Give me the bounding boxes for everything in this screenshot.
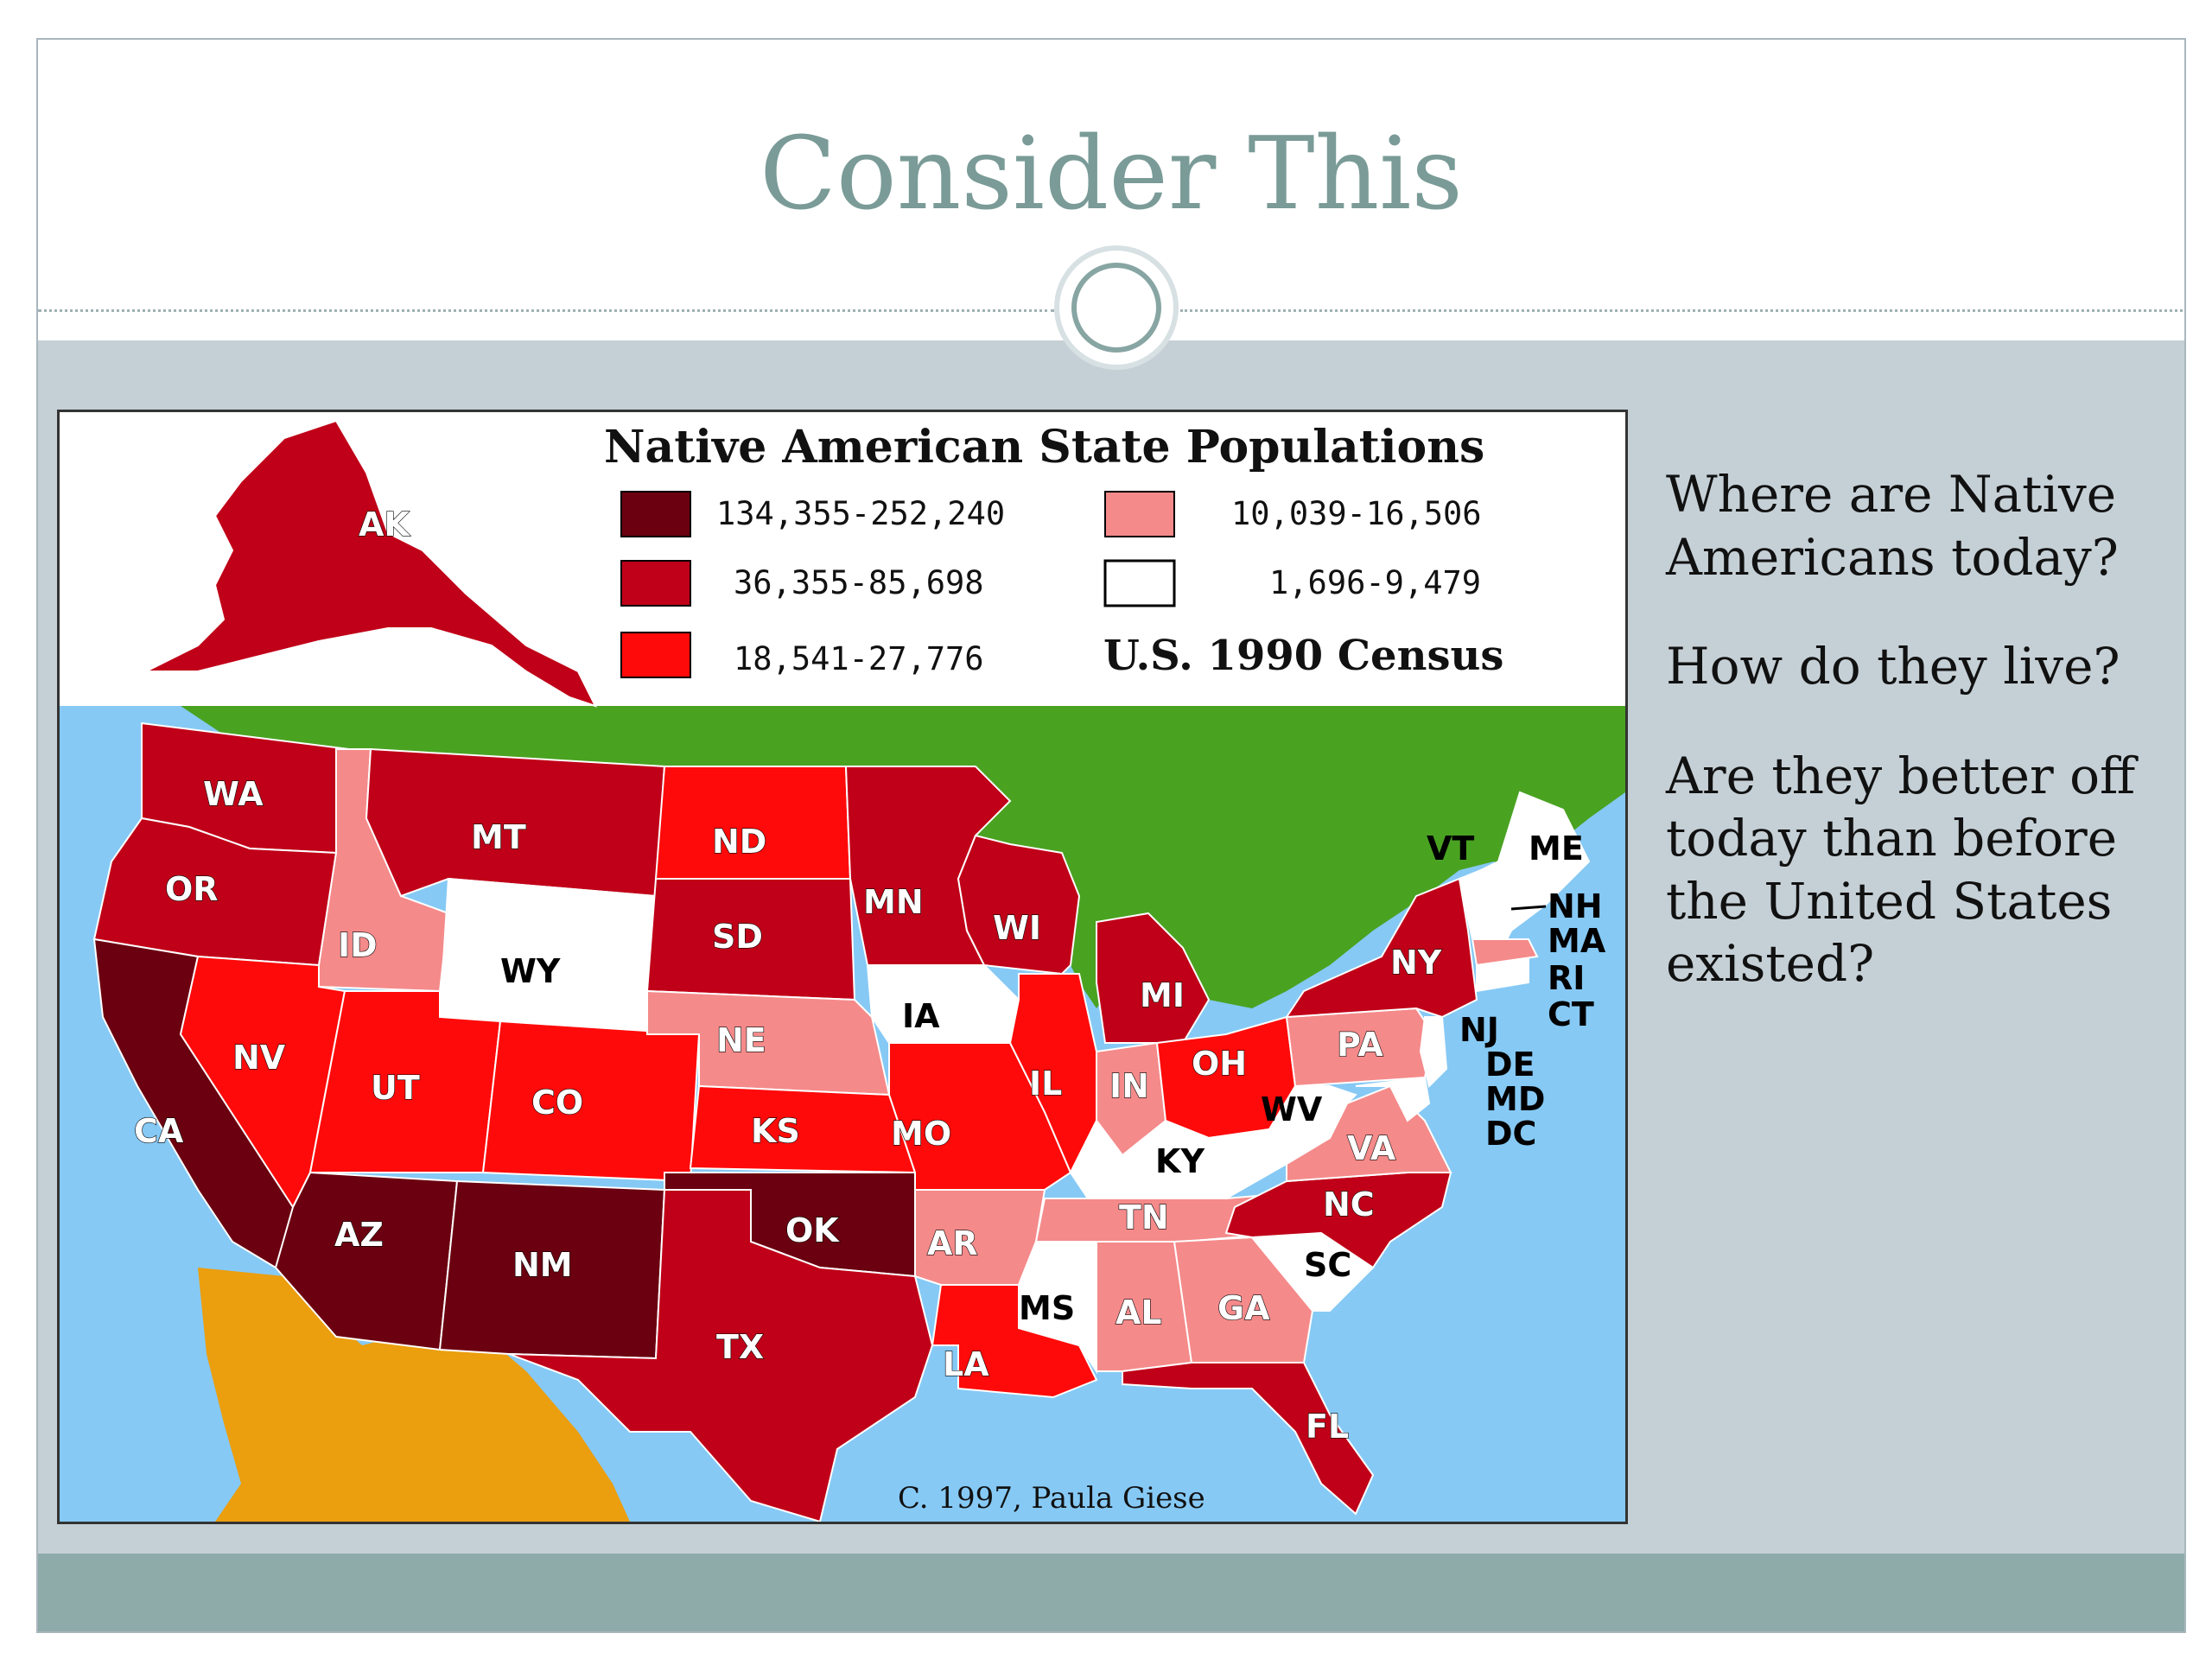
label-ct: CT xyxy=(1548,995,1594,1033)
census-source: U.S. 1990 Census xyxy=(1103,632,1503,680)
label-ne: NE xyxy=(716,1021,766,1059)
state-me xyxy=(1497,791,1591,943)
legend-swatch-4 xyxy=(1104,491,1175,537)
label-ar: AR xyxy=(927,1224,978,1262)
label-me: ME xyxy=(1529,830,1584,868)
label-ks: KS xyxy=(751,1112,800,1150)
label-ak: AK xyxy=(359,505,410,543)
label-id: ID xyxy=(338,926,378,964)
label-tn: TN xyxy=(1119,1198,1169,1236)
state-ak xyxy=(145,419,597,708)
label-wa: WA xyxy=(203,775,264,813)
population-map: AK WA OR CA ID NV MT WY UT CO AZ NM ND S… xyxy=(60,412,1625,1522)
label-ma: MA xyxy=(1548,922,1606,960)
label-fl: FL xyxy=(1306,1408,1349,1446)
question-3: Are they better off today than before th… xyxy=(1666,746,2136,994)
label-ut: UT xyxy=(371,1069,420,1107)
label-or: OR xyxy=(165,870,219,908)
label-wv: WV xyxy=(1261,1090,1323,1128)
label-ca: CA xyxy=(134,1112,184,1150)
label-nm: NM xyxy=(512,1246,573,1284)
legend-swatch-2 xyxy=(620,560,691,607)
legend-label-5: 1,696-9,479 xyxy=(1269,564,1481,601)
legend-label-1: 134,355-252,240 xyxy=(716,495,1005,532)
label-al: AL xyxy=(1116,1294,1162,1332)
map-title: Native American State Populations xyxy=(604,421,1484,474)
label-de: DE xyxy=(1485,1046,1535,1084)
legend-swatch-1 xyxy=(620,491,691,537)
label-la: LA xyxy=(943,1345,989,1383)
label-nj: NJ xyxy=(1459,1011,1499,1049)
footer-band xyxy=(38,1554,2184,1631)
legend-label-4: 10,039-16,506 xyxy=(1231,495,1482,532)
state-ks xyxy=(689,1084,917,1174)
question-1: Where are Native Americans today? xyxy=(1666,465,2119,587)
legend-label-2: 36,355-85,698 xyxy=(734,564,984,601)
label-mt: MT xyxy=(471,818,526,856)
label-vt: VT xyxy=(1427,830,1474,868)
state-fl xyxy=(1122,1362,1375,1516)
map-credit: C. 1997, Paula Giese xyxy=(898,1481,1205,1516)
title-divider-right xyxy=(1180,309,2184,312)
label-wi: WI xyxy=(993,909,1041,947)
question-2: How do they live? xyxy=(1666,637,2120,696)
label-nd: ND xyxy=(712,823,766,861)
label-md: MD xyxy=(1485,1080,1545,1118)
title-divider-left xyxy=(38,309,1054,312)
label-pa: PA xyxy=(1337,1026,1383,1064)
state-ny xyxy=(1285,877,1478,1019)
mexico xyxy=(198,1268,630,1522)
slide-title: Consider This xyxy=(760,116,1463,232)
label-sd: SD xyxy=(712,918,763,956)
state-labels: AK WA OR CA ID NV MT WY UT CO AZ NM ND S… xyxy=(133,505,1606,1446)
label-ny: NY xyxy=(1390,944,1442,982)
state-mi xyxy=(1096,912,1211,1044)
label-co: CO xyxy=(531,1084,583,1122)
title-circle-ornament xyxy=(1054,245,1179,370)
state-de-md xyxy=(1355,1076,1431,1122)
state-ga xyxy=(1173,1236,1314,1363)
label-il: IL xyxy=(1029,1065,1062,1103)
state-nj xyxy=(1419,1016,1448,1088)
states-layer xyxy=(92,419,1591,1522)
label-dc: DC xyxy=(1485,1115,1536,1153)
label-ms: MS xyxy=(1019,1289,1075,1327)
map-frame: AK WA OR CA ID NV MT WY UT CO AZ NM ND S… xyxy=(57,410,1628,1524)
label-mn: MN xyxy=(863,883,924,921)
state-ia xyxy=(866,964,1020,1044)
label-ia: IA xyxy=(902,997,940,1035)
questions-panel: Where are Native Americans today? How do… xyxy=(1666,463,2176,1042)
legend-label-3: 18,541-27,776 xyxy=(734,640,984,677)
legend-swatch-5 xyxy=(1103,559,1176,607)
legend-swatch-3 xyxy=(620,632,691,678)
state-wi xyxy=(957,834,1081,976)
label-va: VA xyxy=(1347,1129,1396,1167)
state-co xyxy=(481,1020,701,1183)
label-ky: KY xyxy=(1155,1142,1205,1180)
state-ct-ri xyxy=(1476,957,1529,993)
legend: Native American State Populations 134,35… xyxy=(604,421,1503,680)
label-mi: MI xyxy=(1140,976,1185,1014)
state-tx xyxy=(508,1189,934,1522)
label-nc: NC xyxy=(1323,1185,1375,1224)
label-wy: WY xyxy=(500,952,561,990)
label-tx: TX xyxy=(716,1328,764,1366)
label-sc: SC xyxy=(1304,1246,1351,1284)
slide: Consider This xyxy=(36,38,2186,1633)
label-az: AZ xyxy=(334,1216,384,1254)
label-in: IN xyxy=(1109,1067,1149,1105)
label-ga: GA xyxy=(1217,1289,1270,1327)
label-ri: RI xyxy=(1548,959,1585,997)
label-nh: NH xyxy=(1548,887,1603,925)
label-oh: OH xyxy=(1192,1045,1247,1083)
nh-leader-line xyxy=(1510,905,1547,911)
label-mo: MO xyxy=(891,1115,951,1153)
label-nv: NV xyxy=(232,1039,286,1077)
label-ok: OK xyxy=(785,1211,840,1249)
